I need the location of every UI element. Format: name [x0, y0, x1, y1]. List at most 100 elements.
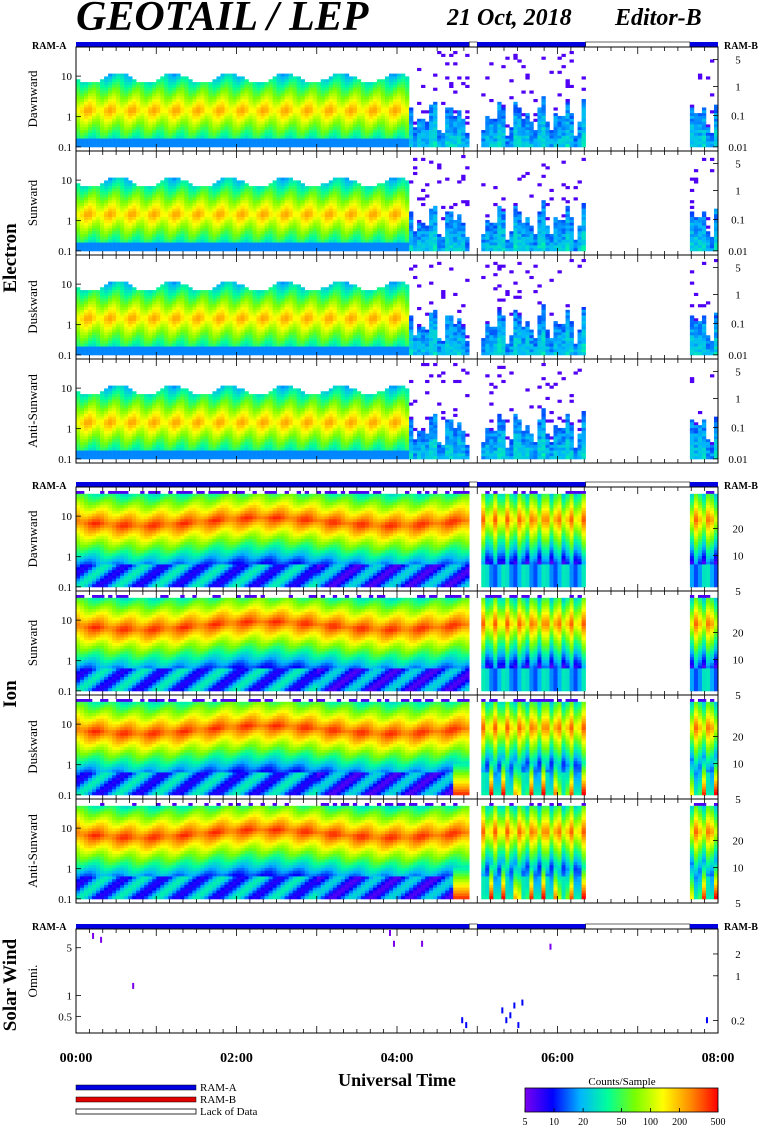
- y-tick-label: 1: [67, 991, 73, 1003]
- y2-tick-label: 1: [735, 971, 741, 983]
- ram-bar-solar-wind: [76, 924, 718, 929]
- y2-tick-label: 0.2: [731, 1016, 745, 1028]
- y-tick-label: 10: [61, 719, 73, 731]
- ram-segment: [477, 924, 585, 929]
- ram-bar-ion: [76, 482, 718, 487]
- legend-swatch-ram-b: [76, 1097, 196, 1102]
- y-tick-label: 1: [67, 656, 73, 668]
- ram-label-left: RAM-A: [32, 922, 67, 933]
- y-tick-label: 10: [61, 511, 73, 523]
- ram-segment: [690, 482, 718, 487]
- ram-label-right: RAM-B: [724, 41, 758, 52]
- ram-segment: [469, 482, 477, 487]
- y-tick-label: 0.5: [58, 1011, 72, 1023]
- y2-tick-label: 5: [735, 898, 741, 910]
- legend-label-ram-b: RAM-B: [200, 1094, 236, 1106]
- sw-count-mark: [501, 1007, 503, 1013]
- y2-tick-label: 5: [735, 794, 741, 806]
- y-tick-label: 10: [61, 71, 73, 83]
- y-tick-label: 0.1: [58, 454, 72, 466]
- y-tick-label: 1: [67, 112, 73, 124]
- colorbar-tick-label: 500: [711, 1117, 726, 1128]
- panel-ion-anti-sunward: Anti-Sunward 10 1 0.1 20 10 5: [25, 799, 744, 910]
- x-axis-label: Universal Time: [338, 1070, 456, 1090]
- ram-segment: [586, 482, 690, 487]
- y2-tick-label: 5: [735, 690, 741, 702]
- y2-tick-label: 20: [733, 836, 745, 848]
- sw-count-mark: [100, 937, 102, 943]
- sw-count-mark: [706, 1017, 708, 1023]
- ram-segment: [586, 42, 690, 47]
- plot-editor: Editor-B: [614, 5, 702, 31]
- y-tick-label: 1: [67, 864, 73, 876]
- ram-segment: [690, 924, 718, 929]
- y2-tick-label: 0.1: [731, 423, 745, 435]
- panel-frame: [76, 929, 718, 1033]
- sw-count-mark: [517, 1022, 519, 1028]
- ram-legend: RAM-A RAM-B Lack of Data: [76, 1082, 258, 1118]
- panel-label: Dawnward: [25, 510, 40, 568]
- colorbar: Counts/Sample 5 10 20 50 100 200 500: [523, 1076, 726, 1128]
- y-tick-label: 10: [61, 823, 73, 835]
- y-tick-label: 10: [61, 615, 73, 627]
- panel-label: Anti-Sunward: [25, 814, 40, 888]
- colorbar-tick-label: 100: [643, 1117, 658, 1128]
- panel-label: Duskward: [25, 280, 40, 334]
- plot-date: 21 Oct, 2018: [446, 5, 572, 31]
- panel-label: Sunward: [25, 619, 40, 666]
- y2-tick-label: 0.01: [728, 142, 747, 154]
- y2-tick-label: 0.1: [731, 215, 745, 227]
- y-tick-label: 10: [61, 175, 73, 187]
- y-tick-label: 1: [67, 216, 73, 228]
- y2-tick-label: 10: [733, 759, 745, 771]
- colorbar-tick-label: 50: [617, 1117, 627, 1128]
- y2-tick-label: 5: [735, 54, 741, 66]
- group-label-electron: Electron: [0, 223, 21, 293]
- y-tick-label: 10: [61, 279, 73, 291]
- ram-label-right: RAM-B: [724, 481, 758, 492]
- ram-segment: [76, 482, 469, 487]
- group-label-ion: Ion: [0, 680, 21, 708]
- x-tick-label: 04:00: [381, 1051, 414, 1066]
- y-tick-label: 1: [67, 320, 73, 332]
- ram-label-right: RAM-B: [724, 922, 758, 933]
- x-tick-label: 08:00: [702, 1051, 735, 1066]
- x-tick-label: 06:00: [541, 1051, 574, 1066]
- y2-tick-label: 20: [733, 732, 745, 744]
- panel-label: Anti-Sunward: [25, 374, 40, 448]
- ram-segment: [477, 42, 585, 47]
- sw-count-mark: [132, 983, 134, 989]
- y2-tick-label: 1: [735, 186, 741, 198]
- panel-label: Dawnward: [25, 70, 40, 128]
- y-tick-label: 10: [61, 383, 73, 395]
- y2-tick-label: 5: [735, 158, 741, 170]
- panel-label: Omni.: [25, 965, 40, 998]
- y-tick-label: 0.1: [58, 894, 72, 906]
- y-tick-label: 0.1: [58, 142, 72, 154]
- panel-label: Duskward: [25, 720, 40, 774]
- ram-segment: [586, 924, 690, 929]
- x-tick-label: 00:00: [60, 1051, 93, 1066]
- y-tick-label: 0.1: [58, 686, 72, 698]
- y-tick-label: 0.1: [58, 350, 72, 362]
- y-tick-label: 1: [67, 760, 73, 772]
- y2-tick-label: 0.1: [731, 319, 745, 331]
- colorbar-tick-label: 20: [578, 1117, 588, 1128]
- y2-tick-label: 10: [733, 863, 745, 875]
- colorbar-tick-label: 5: [523, 1117, 528, 1128]
- legend-label-ram-a: RAM-A: [200, 1082, 237, 1094]
- sw-count-mark: [461, 1017, 463, 1023]
- y-tick-label: 0.1: [58, 246, 72, 258]
- y2-tick-label: 0.1: [731, 111, 745, 123]
- ram-label-left: RAM-A: [32, 481, 67, 492]
- ram-segment: [469, 924, 477, 929]
- y2-tick-label: 20: [733, 524, 745, 536]
- y-tick-label: 0.1: [58, 582, 72, 594]
- y2-tick-label: 1: [735, 290, 741, 302]
- y2-tick-label: 0.01: [728, 246, 747, 258]
